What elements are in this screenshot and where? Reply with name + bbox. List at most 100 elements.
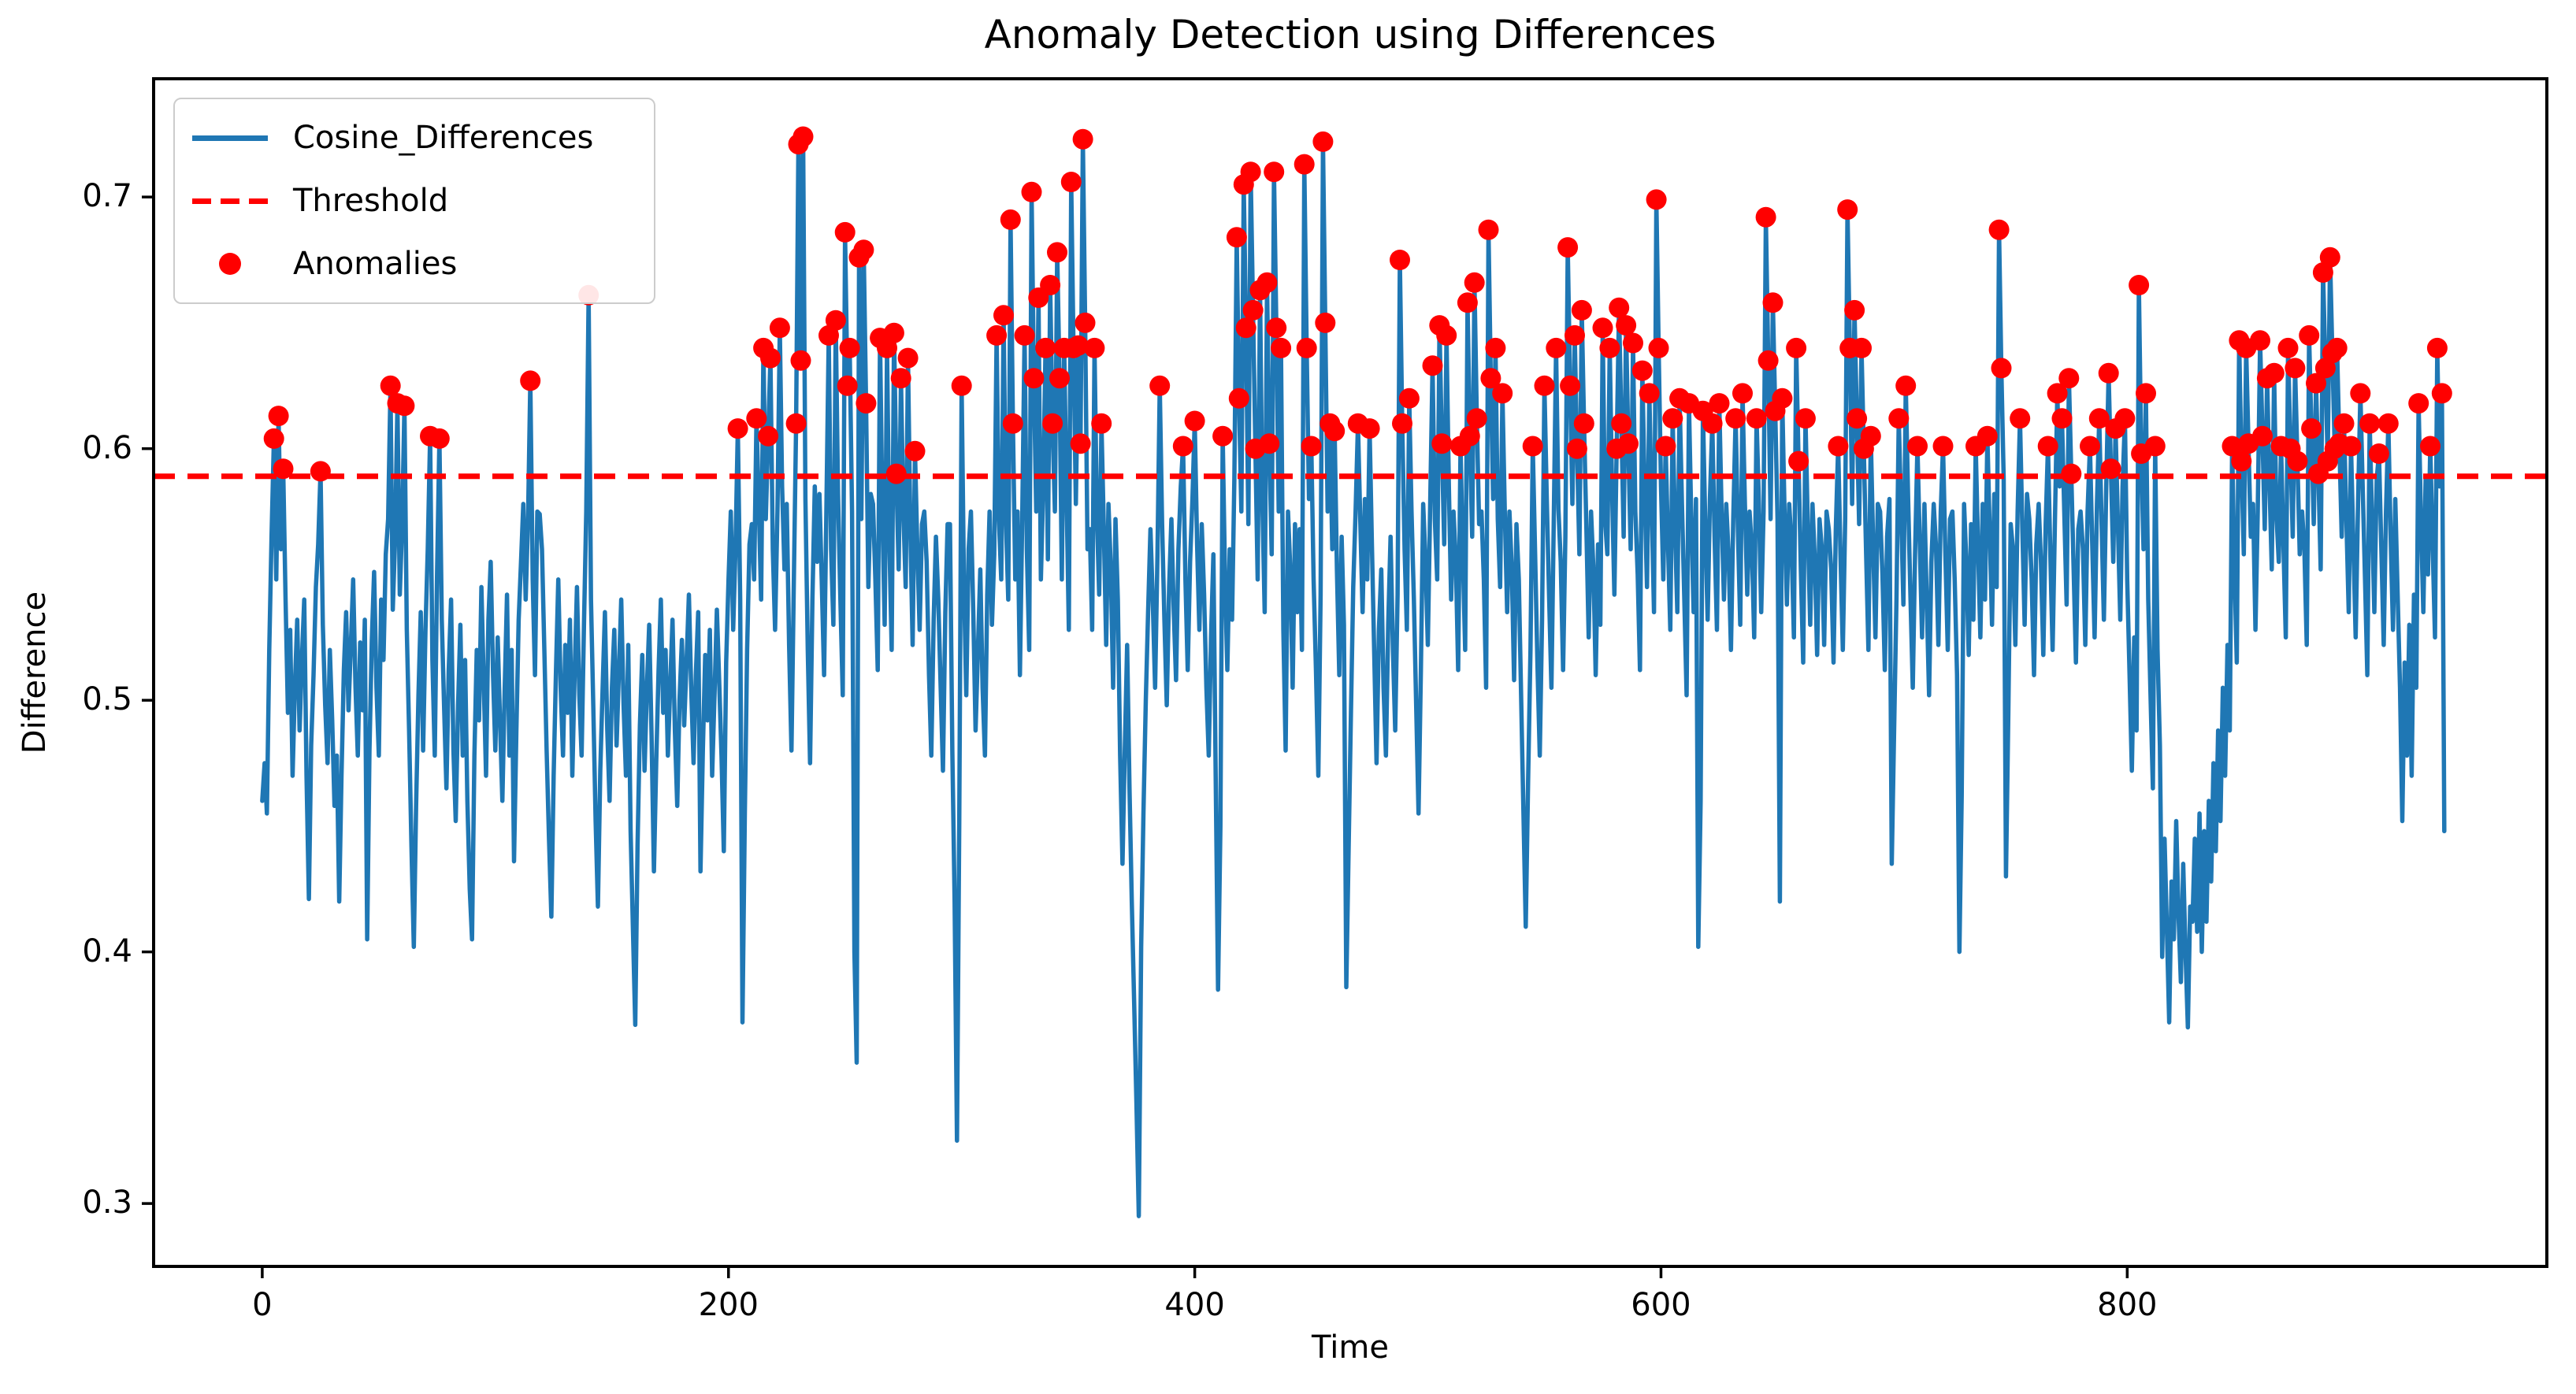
anomaly-dot [986,324,1008,346]
anomaly-dot [1035,337,1056,358]
anomaly-dot [839,337,860,358]
anomaly-dot [2285,358,2306,379]
anomaly-dot [1075,312,1096,333]
anomaly-dot [792,126,814,147]
anomaly-dot [2431,383,2452,404]
anomaly-dot [1296,337,1317,358]
anomaly-dot [2350,383,2371,404]
anomaly-dot [1623,332,1643,354]
anomaly-dot [2306,373,2326,394]
anomaly-dot [1977,425,1998,447]
y-tick-label: 0.5 [82,681,132,718]
anomaly-dot [1709,393,1730,414]
anomaly-dot [2326,337,2348,358]
anomaly-dot [1457,292,1478,313]
anomaly-dot [2144,436,2166,457]
anomaly-dot [2037,436,2058,457]
anomaly-dot [769,317,790,339]
anomaly-dot [1266,317,1287,339]
x-tick-label: 200 [698,1287,759,1323]
anomaly-dot [1755,206,1776,228]
anomaly-dot [1014,324,1035,346]
anomaly-dot [2136,383,2156,404]
plot-border [152,77,2548,1268]
x-tick-label: 0 [252,1287,273,1323]
anomaly-dot [1988,219,2010,240]
anomaly-dot [268,406,289,427]
x-tick-label: 400 [1164,1287,1225,1323]
anomaly-dot [2051,408,2073,429]
anomaly-dot [1560,375,1581,396]
anomaly-dot [1023,368,1045,389]
anomaly-dot [1991,358,2012,379]
anomaly-dot [1616,315,1637,336]
anomaly-dot [1242,299,1264,321]
anomaly-dot [1067,335,1089,356]
anomaly-dot [853,239,874,261]
anomaly-dot [790,350,811,371]
anomaly-dot [2287,450,2308,472]
anomaly-dot [1184,410,1205,432]
anomaly-dot [2319,247,2340,268]
cosine-differences-line [260,134,2447,1218]
anomaly-dot [1611,413,1632,434]
anomaly-dot [1485,337,1506,358]
anomaly-dot [1480,368,1501,389]
anomaly-dot [1492,383,1513,404]
anomaly-dot [1795,408,1816,429]
anomaly-dot [2263,362,2285,384]
anomaly-dot [273,458,294,480]
anomaly-dot [1618,433,1639,454]
anomaly-dot [760,347,781,369]
anomaly-dot [1359,418,1380,439]
anomaly-dot [1932,436,1954,457]
anomaly-dot [1002,413,1023,434]
anomaly-dot [1844,299,1865,321]
anomaly-dot [1271,337,1292,358]
anomaly-dot [1732,383,1753,404]
anomaly-dot [2222,436,2243,457]
legend-label: Threshold [293,183,449,219]
anomaly-dot [1315,312,1336,333]
anomaly-dot [1599,337,1620,358]
anomaly-dot [2408,393,2429,414]
anomaly-dot [1464,272,1485,293]
x-axis-label: Time [1312,1329,1389,1366]
anomaly-dot [1301,436,1322,457]
anomaly-dot [1228,387,1249,409]
anomaly-dot [1000,209,1021,230]
anomaly-dot [1324,421,1346,442]
anomaly-dot [394,395,415,417]
anomaly-dot [2114,408,2136,429]
anomaly-dot [837,375,858,396]
anomaly-dot [1772,387,1793,409]
anomaly-dot [1070,433,1091,454]
anomaly-dot [1522,436,1543,457]
anomaly-dot [310,461,331,482]
anomaly-dot [2250,330,2270,351]
anomaly-dot [1459,425,1480,447]
anomaly-dot [1060,172,1082,192]
anomaly-dot [1837,199,1858,221]
anomaly-dot [1746,408,1767,429]
y-tick-label: 0.3 [82,1185,132,1222]
chart-title: Anomaly Detection using Differences [984,12,1717,57]
legend-item-anomalies: Anomalies [192,241,632,287]
legend-label: Cosine_Differences [293,120,594,156]
legend-item-threshold: Threshold [192,178,632,224]
x-tick-label: 800 [2097,1287,2158,1323]
anomaly-dot [1786,337,1807,358]
anomaly-dot [1226,227,1247,248]
anomaly-dot [2252,425,2273,447]
anomaly-dot [1172,436,1193,457]
anomaly-dot [520,370,541,391]
anomaly-dot [1256,272,1278,293]
anomaly-dot [2277,337,2299,358]
legend-label: Anomalies [293,246,458,282]
anomaly-dot [1758,350,1779,371]
anomaly-dot [1646,189,1667,210]
anomaly-dot [1422,355,1443,376]
anomaly-dot [2129,275,2150,295]
anomaly-dot [1847,408,1868,429]
